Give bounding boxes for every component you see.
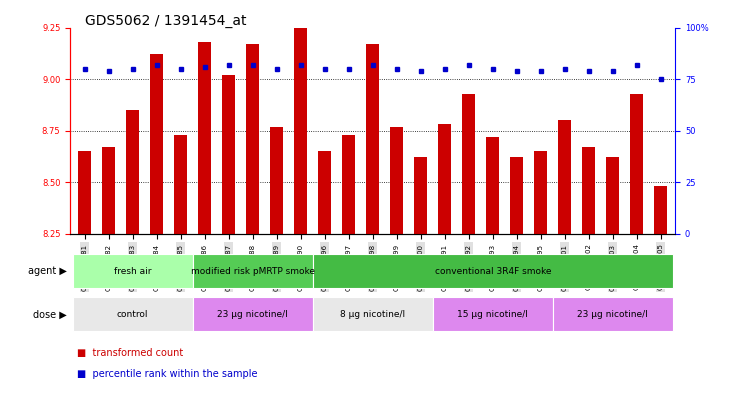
Bar <box>78 151 91 234</box>
Text: 15 μg nicotine/l: 15 μg nicotine/l <box>458 310 528 319</box>
Bar <box>534 151 548 234</box>
Bar <box>72 254 193 288</box>
Bar <box>438 125 452 234</box>
Bar <box>193 298 313 331</box>
Text: fresh air: fresh air <box>114 267 151 275</box>
Text: modified risk pMRTP smoke: modified risk pMRTP smoke <box>190 267 314 275</box>
Bar <box>462 94 475 234</box>
Bar <box>366 44 379 234</box>
Bar <box>318 151 331 234</box>
Bar <box>558 120 571 234</box>
Bar <box>294 28 307 234</box>
Bar <box>630 94 644 234</box>
Bar <box>390 127 403 234</box>
Bar <box>655 186 667 234</box>
Text: 8 μg nicotine/l: 8 μg nicotine/l <box>340 310 405 319</box>
Text: control: control <box>117 310 148 319</box>
Text: dose ▶: dose ▶ <box>32 309 66 320</box>
Bar <box>198 42 211 234</box>
Bar <box>414 158 427 234</box>
Text: 23 μg nicotine/l: 23 μg nicotine/l <box>577 310 648 319</box>
Bar <box>222 75 235 234</box>
Text: agent ▶: agent ▶ <box>27 266 66 276</box>
Text: ■  transformed count: ■ transformed count <box>77 348 184 358</box>
Bar <box>553 298 673 331</box>
Text: ■  percentile rank within the sample: ■ percentile rank within the sample <box>77 369 258 379</box>
Bar <box>342 135 355 234</box>
Text: GDS5062 / 1391454_at: GDS5062 / 1391454_at <box>85 14 246 28</box>
Bar <box>270 127 283 234</box>
Bar <box>72 298 193 331</box>
Bar <box>102 147 115 234</box>
Bar <box>150 54 163 234</box>
Bar <box>313 298 432 331</box>
Bar <box>606 158 619 234</box>
Bar <box>174 135 187 234</box>
Bar <box>246 44 259 234</box>
Bar <box>126 110 139 234</box>
Text: 23 μg nicotine/l: 23 μg nicotine/l <box>217 310 288 319</box>
Bar <box>193 254 313 288</box>
Bar <box>313 254 673 288</box>
Text: conventional 3R4F smoke: conventional 3R4F smoke <box>435 267 551 275</box>
Bar <box>486 137 500 234</box>
Bar <box>432 298 553 331</box>
Bar <box>582 147 596 234</box>
Bar <box>510 158 523 234</box>
